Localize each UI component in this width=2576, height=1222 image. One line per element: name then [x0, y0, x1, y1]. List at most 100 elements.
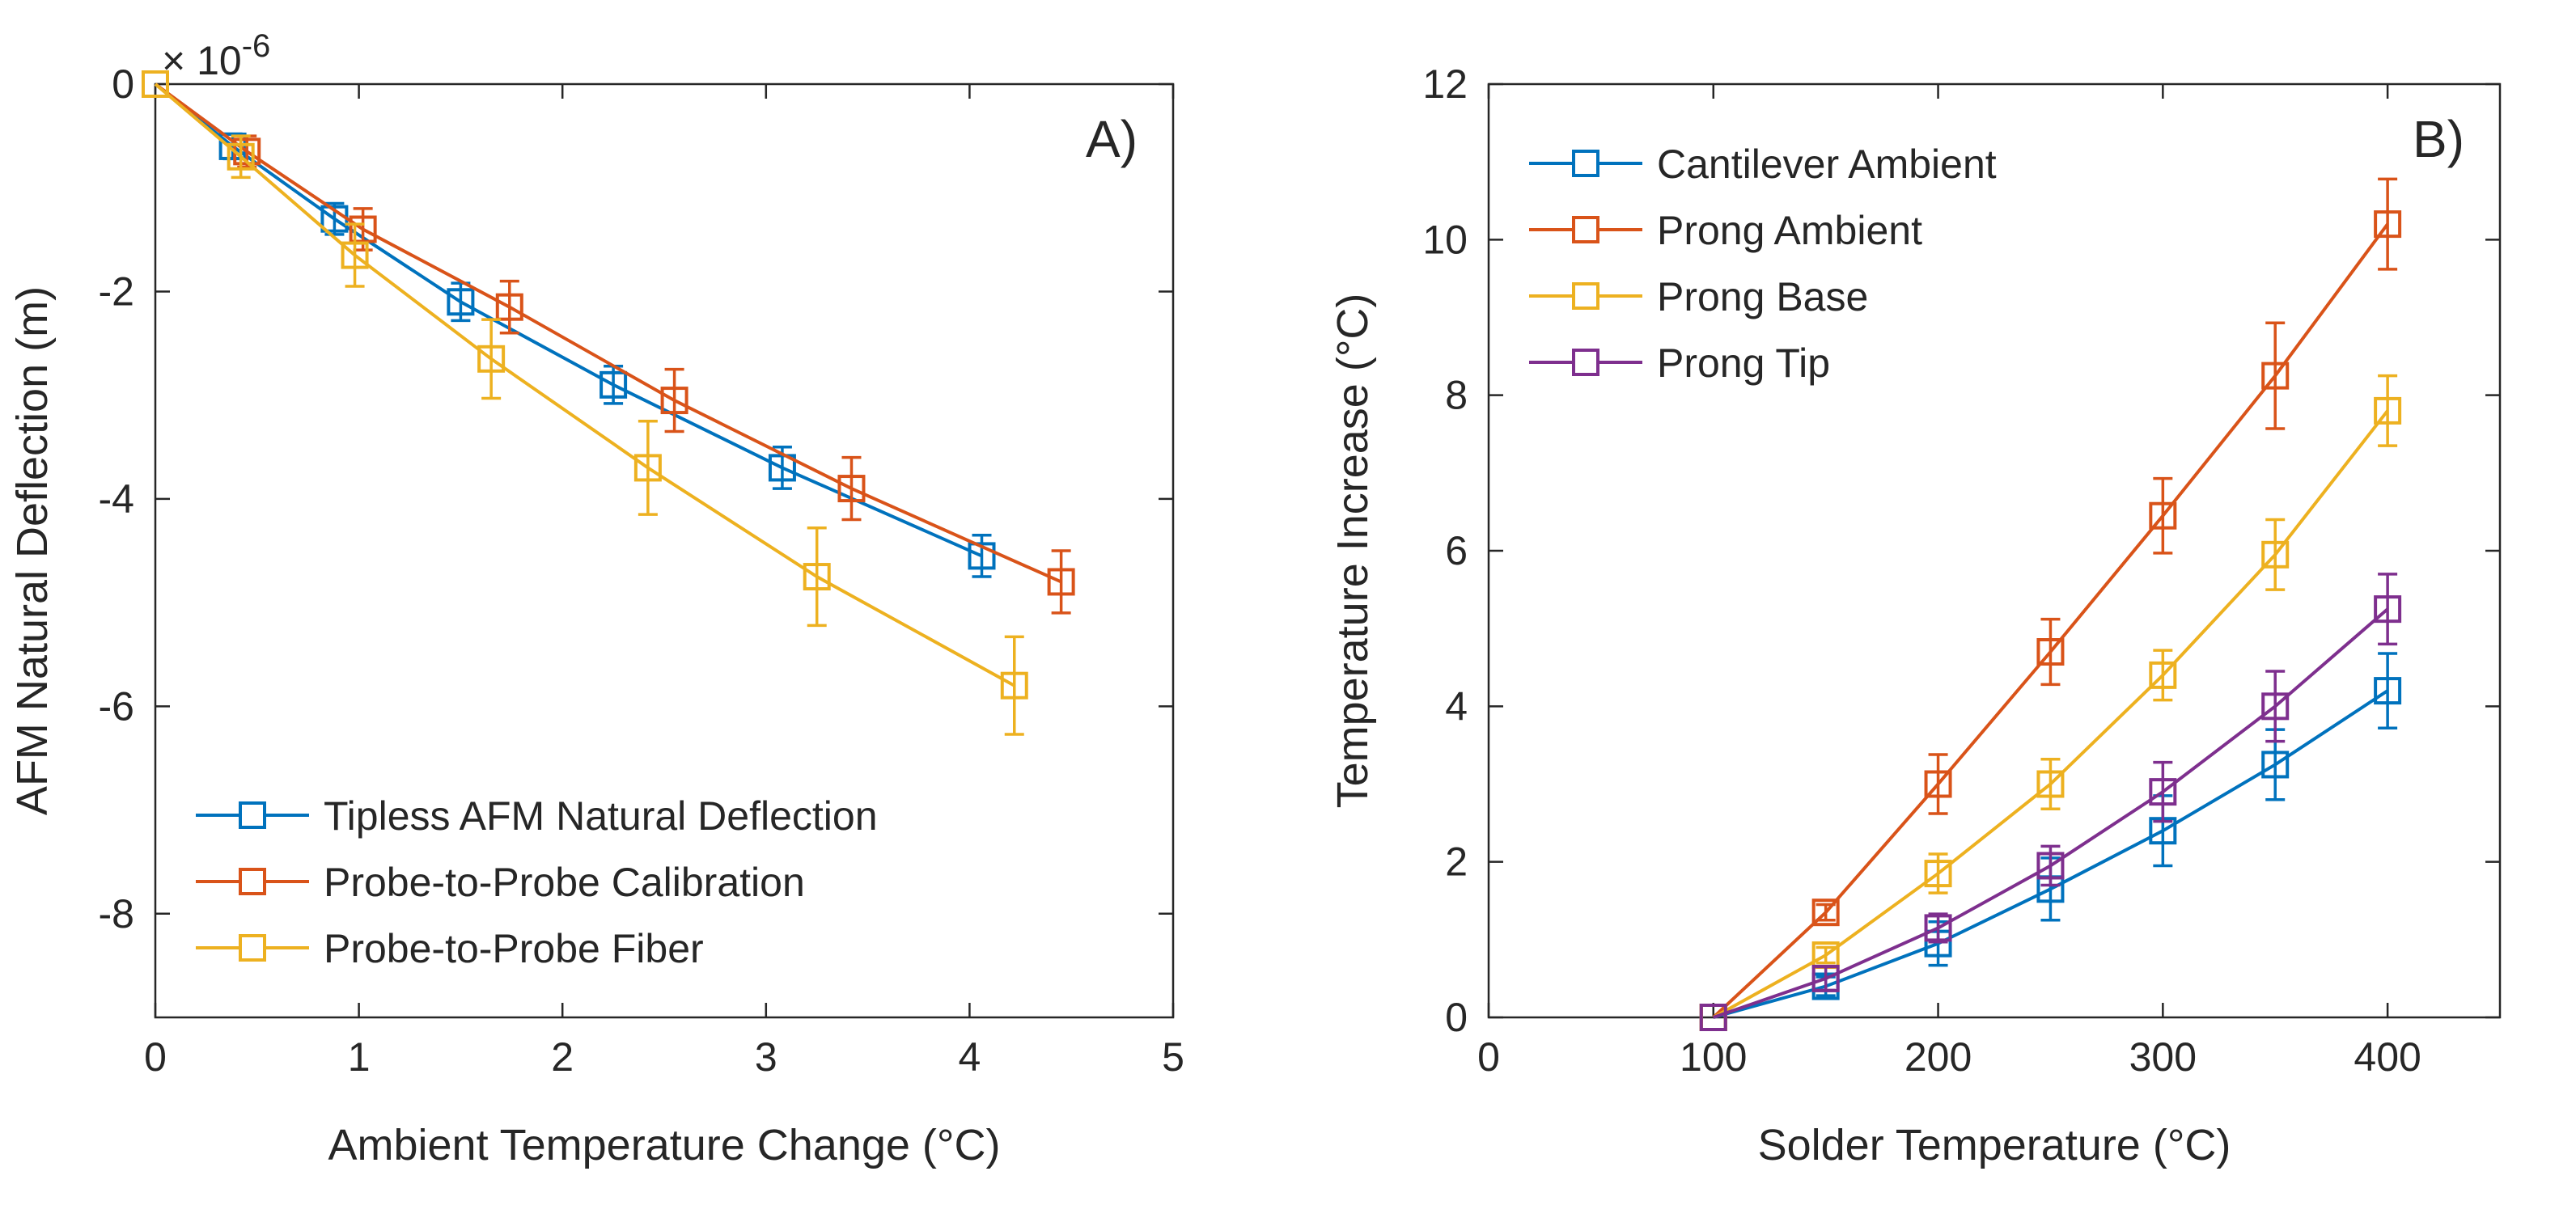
- x-tick-label: 0: [144, 1034, 167, 1080]
- data-point: [2374, 210, 2402, 239]
- data-point: [1047, 568, 1075, 596]
- data-point: [1924, 770, 1952, 798]
- series-prong-ambient: [1699, 177, 2402, 1031]
- legend-box: [1521, 123, 2104, 398]
- y-axis-label: AFM Natural Deflection (m): [8, 286, 57, 815]
- data-point: [803, 563, 831, 591]
- data-point: [2261, 362, 2290, 390]
- data-point: [447, 288, 475, 316]
- legend-entry: Cantilever Ambient: [1529, 142, 1997, 187]
- data-point: [2261, 540, 2290, 569]
- data-point: [477, 345, 506, 373]
- data-point: [2036, 638, 2065, 666]
- panel-label: A): [1086, 110, 1138, 168]
- x-tick-label: 0: [1477, 1034, 1500, 1080]
- series-prong-base: [1699, 374, 2402, 1031]
- x-tick-label: 2: [551, 1034, 574, 1080]
- data-point: [2374, 396, 2402, 425]
- legend-marker: [1572, 282, 1599, 310]
- data-point: [2149, 501, 2177, 530]
- data-point: [218, 132, 247, 160]
- x-tick-label: 100: [1680, 1034, 1747, 1080]
- data-point: [2036, 770, 2065, 798]
- x-tick-label: 300: [2129, 1034, 2197, 1080]
- legend: Tipless AFM Natural Deflection Probe-to-P…: [188, 775, 1013, 993]
- data-point: [227, 142, 255, 171]
- x-axis-label: Solder Temperature (°C): [1758, 1121, 2231, 1169]
- series-tipless-afm-natural-deflection: [142, 70, 996, 578]
- data-point: [837, 475, 866, 503]
- legend-entry: Prong Base: [1529, 274, 1868, 319]
- legend-label: Cantilever Ambient: [1657, 142, 1997, 187]
- data-point: [2149, 661, 2177, 689]
- data-point: [1924, 860, 1952, 888]
- legend-entry: Tipless AFM Natural Deflection: [196, 793, 878, 839]
- data-point: [341, 241, 369, 269]
- series-line: [154, 82, 983, 558]
- y-tick-label: -8: [99, 891, 134, 937]
- x-tick-label: 1: [348, 1034, 371, 1080]
- series-cantilever-ambient: [1699, 652, 2402, 1031]
- chart-b: 0 100 200 300 400 0 2 4 6 8 10 12 Solder Temperature…: [1328, 61, 2502, 1169]
- legend-entry: Probe-to-Probe Calibration: [196, 860, 805, 905]
- data-point: [1699, 1004, 1727, 1031]
- legend-label: Tipless AFM Natural Deflection: [324, 793, 878, 839]
- y-tick-label: -4: [99, 476, 134, 522]
- exponent-power: -6: [242, 28, 271, 64]
- legend-label: Probe-to-Probe Fiber: [324, 926, 704, 971]
- legend-entry: Prong Tip: [1529, 340, 1830, 386]
- data-point: [1000, 671, 1028, 700]
- x-tick-label: 4: [958, 1034, 981, 1080]
- legend-marker: [1572, 150, 1599, 177]
- exponent-base: × 10: [162, 38, 242, 83]
- exponent-label: × 10-6: [162, 28, 270, 83]
- data-point: [968, 542, 996, 570]
- data-point: [633, 454, 662, 482]
- data-point: [1924, 914, 1952, 942]
- legend: Cantilever Ambient Prong Ambient Prong Bas…: [1521, 123, 2104, 398]
- y-tick-label: 0: [1445, 995, 1468, 1040]
- data-point: [349, 215, 377, 243]
- series-prong-tip: [1699, 573, 2402, 1031]
- y-tick-label: 12: [1422, 61, 1468, 107]
- legend-marker: [239, 934, 266, 962]
- data-point: [2261, 692, 2290, 721]
- y-tick-label: 2: [1445, 839, 1468, 885]
- legend-label: Prong Ambient: [1657, 208, 1922, 253]
- data-point: [2261, 751, 2290, 779]
- x-tick-label: 5: [1162, 1034, 1184, 1080]
- legend-marker: [239, 868, 266, 895]
- data-point: [142, 70, 169, 98]
- data-point: [1811, 964, 1840, 992]
- y-tick-label: 4: [1445, 683, 1468, 729]
- y-tick-label: 0: [112, 61, 134, 107]
- legend-label: Prong Tip: [1657, 340, 1830, 386]
- x-axis-label: Ambient Temperature Change (°C): [328, 1121, 1001, 1169]
- series-probe-to-probe-calibration: [142, 70, 1075, 615]
- legend-box: [188, 775, 1013, 993]
- chart-a: 0 1 2 3 4 5 0 -2 -4 -6 -8 Ambient Temperature Chang…: [8, 28, 1184, 1169]
- x-tick-label: 400: [2354, 1034, 2421, 1080]
- data-point: [660, 387, 688, 415]
- legend-entry: Prong Ambient: [1529, 208, 1922, 253]
- series-line: [154, 82, 1062, 584]
- panel-label: B): [2413, 110, 2464, 168]
- legend-marker: [1572, 216, 1599, 243]
- legend-label: Prong Base: [1657, 274, 1868, 319]
- y-axis-label: Temperature Increase (°C): [1328, 294, 1377, 809]
- x-tick-label: 3: [755, 1034, 777, 1080]
- data-point: [2149, 778, 2177, 806]
- data-point: [1811, 899, 1840, 927]
- series-line: [154, 82, 1015, 687]
- y-tick-label: -2: [99, 269, 134, 314]
- data-point: [495, 293, 523, 321]
- y-tick-label: 8: [1445, 373, 1468, 418]
- data-point: [2036, 852, 2065, 880]
- data-point: [2374, 677, 2402, 705]
- x-tick-label: 200: [1904, 1034, 1972, 1080]
- y-tick-label: -6: [99, 683, 134, 729]
- legend-entry: Probe-to-Probe Fiber: [196, 926, 704, 971]
- data-point: [600, 370, 628, 399]
- y-tick-label: 10: [1422, 217, 1468, 262]
